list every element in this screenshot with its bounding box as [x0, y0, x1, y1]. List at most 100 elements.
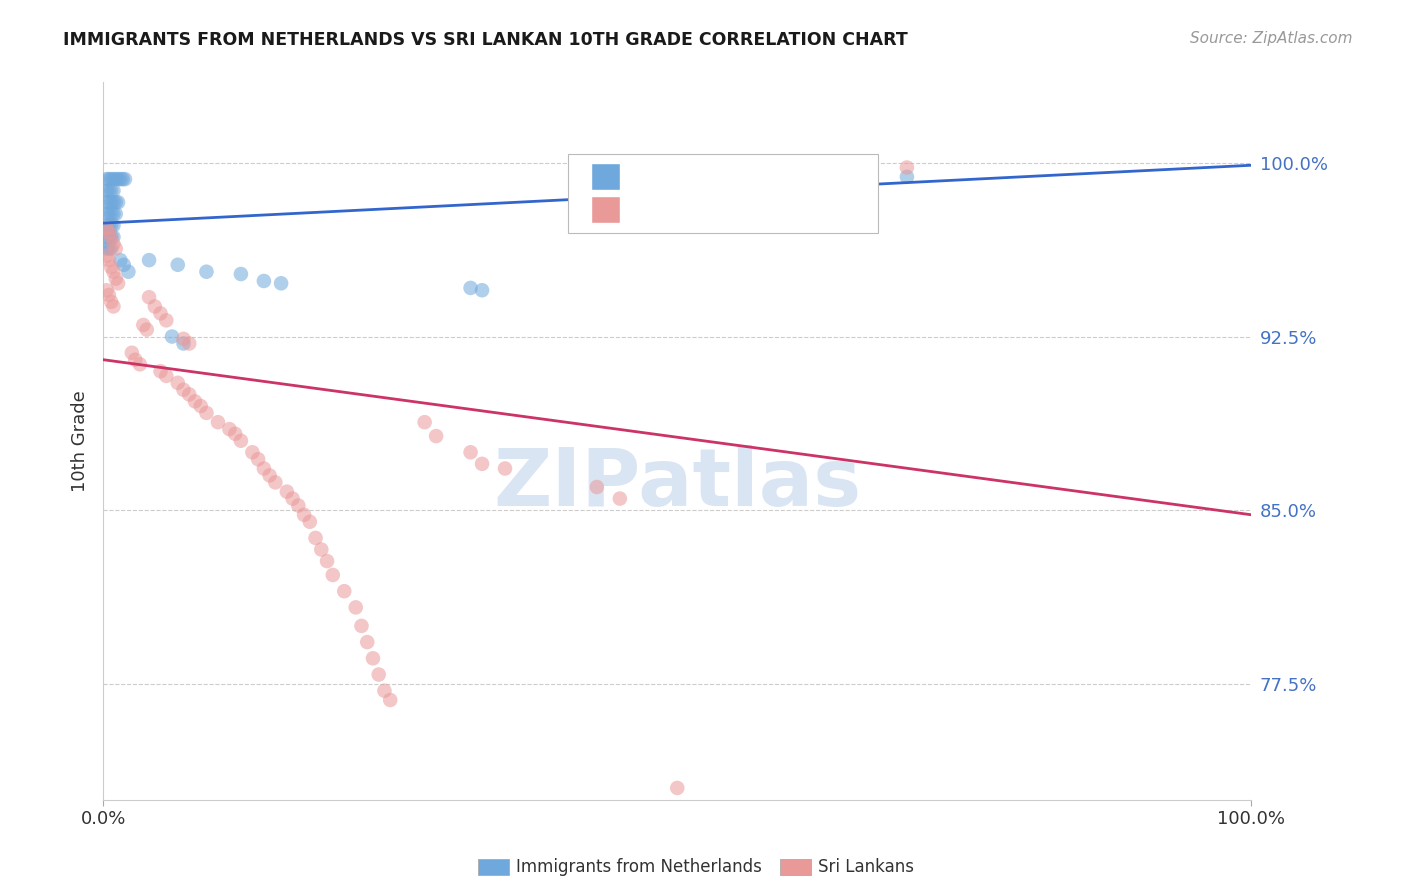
Point: [229, 267, 252, 281]
Point: [367, 667, 389, 681]
Point: [112, 258, 135, 272]
Point: [218, 422, 240, 436]
Point: [104, 271, 127, 285]
Point: [96, 242, 118, 256]
Point: [896, 161, 918, 175]
Point: [460, 281, 482, 295]
Point: [724, 161, 747, 175]
Point: [380, 693, 402, 707]
Point: [224, 426, 246, 441]
Point: [666, 780, 689, 795]
Point: [179, 387, 201, 401]
Point: [179, 336, 201, 351]
Text: R = -0.122    N = 73: R = -0.122 N = 73: [634, 200, 841, 219]
Point: [100, 230, 122, 244]
Point: [173, 332, 195, 346]
Point: [100, 294, 122, 309]
Point: [100, 184, 122, 198]
Point: [195, 406, 218, 420]
Point: [609, 491, 631, 506]
Point: [184, 394, 207, 409]
Point: [350, 619, 373, 633]
Point: [96, 195, 118, 210]
Point: [356, 635, 378, 649]
Point: [471, 283, 494, 297]
Point: [896, 169, 918, 184]
Point: [292, 508, 315, 522]
Point: [103, 195, 125, 210]
Point: [96, 230, 118, 244]
Point: [103, 219, 125, 233]
Point: [132, 318, 155, 332]
Point: [373, 683, 395, 698]
Point: [104, 172, 127, 186]
Point: [287, 499, 309, 513]
Point: [460, 445, 482, 459]
Point: [276, 484, 298, 499]
FancyBboxPatch shape: [591, 196, 620, 223]
Text: Immigrants from Netherlands: Immigrants from Netherlands: [516, 858, 762, 876]
Text: ZIPatlas: ZIPatlas: [494, 445, 862, 523]
Point: [96, 283, 118, 297]
Point: [264, 475, 287, 490]
Point: [110, 253, 132, 268]
Point: [97, 207, 120, 221]
Point: [298, 515, 321, 529]
Point: [100, 260, 122, 274]
Point: [97, 195, 120, 210]
Point: [96, 172, 118, 186]
Point: [104, 195, 127, 210]
Point: [413, 415, 436, 429]
Point: [124, 352, 146, 367]
Point: [333, 584, 356, 599]
Point: [270, 277, 292, 291]
Point: [166, 258, 188, 272]
Point: [281, 491, 304, 506]
FancyBboxPatch shape: [591, 163, 620, 190]
Point: [107, 277, 129, 291]
Point: [155, 368, 177, 383]
Point: [149, 364, 172, 378]
Point: [97, 172, 120, 186]
Point: [96, 219, 118, 233]
Point: [425, 429, 447, 443]
Point: [103, 207, 125, 221]
Point: [322, 568, 344, 582]
Point: [138, 253, 160, 268]
Point: [121, 345, 143, 359]
Point: [166, 376, 188, 390]
Point: [100, 172, 122, 186]
Point: [100, 219, 122, 233]
Y-axis label: 10th Grade: 10th Grade: [72, 390, 89, 491]
Point: [96, 207, 118, 221]
Point: [253, 274, 276, 288]
Point: [494, 461, 516, 475]
Point: [724, 169, 747, 184]
Point: [149, 306, 172, 320]
Point: [195, 265, 218, 279]
Point: [135, 323, 157, 337]
Point: [100, 242, 122, 256]
Point: [103, 184, 125, 198]
Point: [586, 480, 609, 494]
Point: [160, 329, 183, 343]
Point: [253, 461, 276, 475]
Point: [259, 468, 281, 483]
Point: [304, 531, 326, 545]
Point: [471, 457, 494, 471]
Point: [97, 184, 120, 198]
Point: [97, 230, 120, 244]
Point: [107, 195, 129, 210]
FancyBboxPatch shape: [568, 153, 879, 233]
Point: [97, 288, 120, 302]
Point: [110, 172, 132, 186]
Point: [96, 220, 118, 235]
Point: [103, 300, 125, 314]
Point: [229, 434, 252, 448]
Point: [96, 184, 118, 198]
Text: IMMIGRANTS FROM NETHERLANDS VS SRI LANKAN 10TH GRADE CORRELATION CHART: IMMIGRANTS FROM NETHERLANDS VS SRI LANKA…: [63, 31, 908, 49]
Point: [173, 336, 195, 351]
Text: Source: ZipAtlas.com: Source: ZipAtlas.com: [1189, 31, 1353, 46]
Point: [104, 242, 127, 256]
Point: [128, 357, 150, 371]
